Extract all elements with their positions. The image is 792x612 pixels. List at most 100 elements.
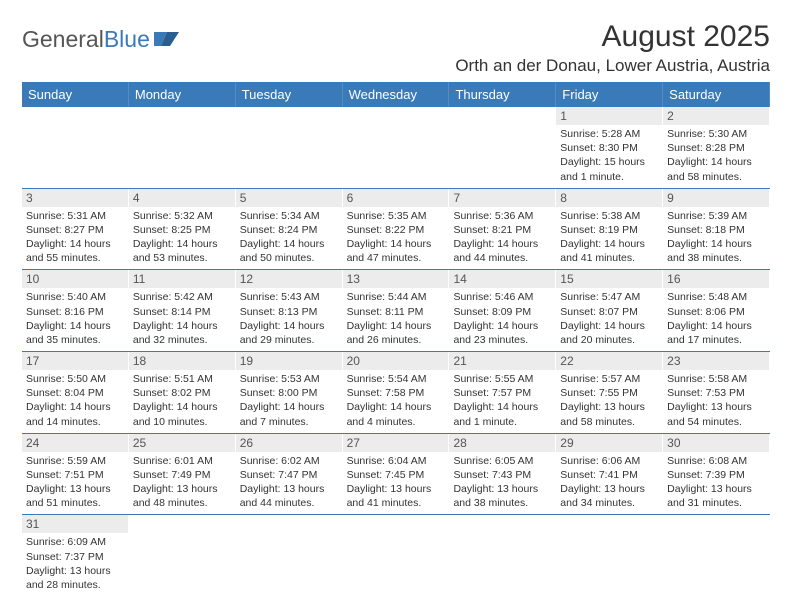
day-header: Friday: [556, 82, 663, 107]
day-details: Sunrise: 5:47 AMSunset: 8:07 PMDaylight:…: [556, 288, 662, 351]
day-cell: 1Sunrise: 5:28 AMSunset: 8:30 PMDaylight…: [556, 107, 663, 188]
day-cell: 4Sunrise: 5:32 AMSunset: 8:25 PMDaylight…: [129, 189, 236, 270]
day-cell: 23Sunrise: 5:58 AMSunset: 7:53 PMDayligh…: [663, 352, 770, 433]
day-details: Sunrise: 5:28 AMSunset: 8:30 PMDaylight:…: [556, 125, 662, 188]
day-number: 3: [22, 189, 128, 207]
day-cell: 20Sunrise: 5:54 AMSunset: 7:58 PMDayligh…: [343, 352, 450, 433]
day-cell: 16Sunrise: 5:48 AMSunset: 8:06 PMDayligh…: [663, 270, 770, 351]
day-number: 29: [556, 434, 662, 452]
day-cell: 10Sunrise: 5:40 AMSunset: 8:16 PMDayligh…: [22, 270, 129, 351]
day-details: Sunrise: 5:39 AMSunset: 8:18 PMDaylight:…: [663, 207, 769, 270]
day-number: 10: [22, 270, 128, 288]
header: GeneralBlue August 2025 Orth an der Dona…: [22, 20, 770, 76]
day-cell: 9Sunrise: 5:39 AMSunset: 8:18 PMDaylight…: [663, 189, 770, 270]
day-number: 14: [449, 270, 555, 288]
brand-part2: Blue: [104, 26, 150, 53]
day-cell: 29Sunrise: 6:06 AMSunset: 7:41 PMDayligh…: [556, 434, 663, 515]
day-header: Wednesday: [343, 82, 450, 107]
day-number: 31: [22, 515, 128, 533]
day-details: Sunrise: 5:57 AMSunset: 7:55 PMDaylight:…: [556, 370, 662, 433]
day-number: 21: [449, 352, 555, 370]
day-details: Sunrise: 5:30 AMSunset: 8:28 PMDaylight:…: [663, 125, 769, 188]
day-details: Sunrise: 5:55 AMSunset: 7:57 PMDaylight:…: [449, 370, 555, 433]
day-cell: 30Sunrise: 6:08 AMSunset: 7:39 PMDayligh…: [663, 434, 770, 515]
day-number: 5: [236, 189, 342, 207]
day-details: Sunrise: 5:59 AMSunset: 7:51 PMDaylight:…: [22, 452, 128, 515]
day-details: Sunrise: 5:46 AMSunset: 8:09 PMDaylight:…: [449, 288, 555, 351]
day-details: Sunrise: 5:54 AMSunset: 7:58 PMDaylight:…: [343, 370, 449, 433]
day-cell: 22Sunrise: 5:57 AMSunset: 7:55 PMDayligh…: [556, 352, 663, 433]
day-number: 26: [236, 434, 342, 452]
day-number: 9: [663, 189, 769, 207]
day-header: Thursday: [449, 82, 556, 107]
day-cell: 21Sunrise: 5:55 AMSunset: 7:57 PMDayligh…: [449, 352, 556, 433]
day-cell: 7Sunrise: 5:36 AMSunset: 8:21 PMDaylight…: [449, 189, 556, 270]
day-details: Sunrise: 5:48 AMSunset: 8:06 PMDaylight:…: [663, 288, 769, 351]
day-number: 12: [236, 270, 342, 288]
day-details: Sunrise: 5:35 AMSunset: 8:22 PMDaylight:…: [343, 207, 449, 270]
day-number: 2: [663, 107, 769, 125]
calendar: Sunday Monday Tuesday Wednesday Thursday…: [22, 82, 770, 596]
day-details: Sunrise: 5:32 AMSunset: 8:25 PMDaylight:…: [129, 207, 235, 270]
brand-part1: General: [22, 26, 104, 53]
day-cell: 26Sunrise: 6:02 AMSunset: 7:47 PMDayligh…: [236, 434, 343, 515]
day-number: 22: [556, 352, 662, 370]
day-details: Sunrise: 5:53 AMSunset: 8:00 PMDaylight:…: [236, 370, 342, 433]
day-number: 4: [129, 189, 235, 207]
day-details: Sunrise: 5:36 AMSunset: 8:21 PMDaylight:…: [449, 207, 555, 270]
day-cell: 13Sunrise: 5:44 AMSunset: 8:11 PMDayligh…: [343, 270, 450, 351]
day-cell: 31Sunrise: 6:09 AMSunset: 7:37 PMDayligh…: [22, 515, 129, 596]
day-number: 7: [449, 189, 555, 207]
day-cell: 17Sunrise: 5:50 AMSunset: 8:04 PMDayligh…: [22, 352, 129, 433]
day-cell: [129, 515, 236, 596]
day-number: 16: [663, 270, 769, 288]
day-cell: 28Sunrise: 6:05 AMSunset: 7:43 PMDayligh…: [449, 434, 556, 515]
day-cell: 12Sunrise: 5:43 AMSunset: 8:13 PMDayligh…: [236, 270, 343, 351]
day-details: Sunrise: 5:43 AMSunset: 8:13 PMDaylight:…: [236, 288, 342, 351]
day-cell: [236, 107, 343, 188]
day-cell: 15Sunrise: 5:47 AMSunset: 8:07 PMDayligh…: [556, 270, 663, 351]
day-number: 8: [556, 189, 662, 207]
day-cell: [343, 107, 450, 188]
day-details: Sunrise: 5:51 AMSunset: 8:02 PMDaylight:…: [129, 370, 235, 433]
day-cell: [449, 107, 556, 188]
flag-icon: [154, 26, 180, 53]
day-number: 30: [663, 434, 769, 452]
day-cell: 14Sunrise: 5:46 AMSunset: 8:09 PMDayligh…: [449, 270, 556, 351]
day-details: Sunrise: 5:34 AMSunset: 8:24 PMDaylight:…: [236, 207, 342, 270]
day-number: 17: [22, 352, 128, 370]
day-details: Sunrise: 6:09 AMSunset: 7:37 PMDaylight:…: [22, 533, 128, 596]
day-cell: 11Sunrise: 5:42 AMSunset: 8:14 PMDayligh…: [129, 270, 236, 351]
day-header-row: Sunday Monday Tuesday Wednesday Thursday…: [22, 82, 770, 107]
day-number: 15: [556, 270, 662, 288]
month-title: August 2025: [455, 20, 770, 54]
day-number: 24: [22, 434, 128, 452]
day-details: Sunrise: 5:42 AMSunset: 8:14 PMDaylight:…: [129, 288, 235, 351]
day-number: 27: [343, 434, 449, 452]
day-number: 18: [129, 352, 235, 370]
week-row: 10Sunrise: 5:40 AMSunset: 8:16 PMDayligh…: [22, 270, 770, 352]
day-details: Sunrise: 5:50 AMSunset: 8:04 PMDaylight:…: [22, 370, 128, 433]
day-cell: 18Sunrise: 5:51 AMSunset: 8:02 PMDayligh…: [129, 352, 236, 433]
day-number: 20: [343, 352, 449, 370]
day-cell: [236, 515, 343, 596]
title-block: August 2025 Orth an der Donau, Lower Aus…: [455, 20, 770, 76]
day-details: Sunrise: 6:08 AMSunset: 7:39 PMDaylight:…: [663, 452, 769, 515]
day-cell: [556, 515, 663, 596]
day-cell: 19Sunrise: 5:53 AMSunset: 8:00 PMDayligh…: [236, 352, 343, 433]
day-cell: 8Sunrise: 5:38 AMSunset: 8:19 PMDaylight…: [556, 189, 663, 270]
day-details: Sunrise: 6:05 AMSunset: 7:43 PMDaylight:…: [449, 452, 555, 515]
day-details: Sunrise: 5:58 AMSunset: 7:53 PMDaylight:…: [663, 370, 769, 433]
day-cell: [663, 515, 770, 596]
day-cell: 24Sunrise: 5:59 AMSunset: 7:51 PMDayligh…: [22, 434, 129, 515]
day-cell: 2Sunrise: 5:30 AMSunset: 8:28 PMDaylight…: [663, 107, 770, 188]
day-cell: [449, 515, 556, 596]
week-row: 17Sunrise: 5:50 AMSunset: 8:04 PMDayligh…: [22, 352, 770, 434]
day-header: Sunday: [22, 82, 129, 107]
day-details: Sunrise: 5:44 AMSunset: 8:11 PMDaylight:…: [343, 288, 449, 351]
day-header: Tuesday: [236, 82, 343, 107]
day-cell: 3Sunrise: 5:31 AMSunset: 8:27 PMDaylight…: [22, 189, 129, 270]
day-details: Sunrise: 6:04 AMSunset: 7:45 PMDaylight:…: [343, 452, 449, 515]
day-number: 23: [663, 352, 769, 370]
day-number: 25: [129, 434, 235, 452]
